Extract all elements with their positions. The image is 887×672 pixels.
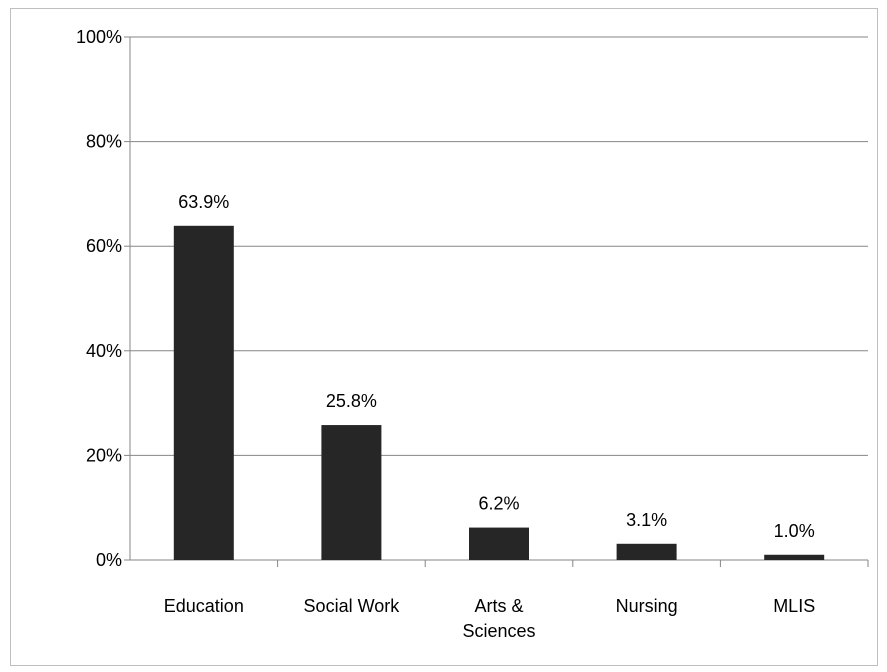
y-tick-label: 60% (86, 236, 122, 256)
y-tick-label: 20% (86, 445, 122, 465)
bar-3 (616, 543, 677, 560)
chart-frame (10, 8, 878, 666)
data-label: 1.0% (774, 521, 815, 541)
y-tick-label: 100% (76, 27, 122, 47)
category-label: Sciences (462, 621, 535, 641)
data-label: 3.1% (626, 510, 667, 530)
bar-2 (469, 527, 529, 560)
category-label: Nursing (616, 596, 678, 616)
category-label: Arts & (474, 596, 523, 616)
category-label: Education (164, 596, 244, 616)
y-tick-label: 40% (86, 341, 122, 361)
bar-4 (764, 554, 825, 560)
data-label: 6.2% (478, 494, 519, 514)
category-label: Social Work (304, 596, 401, 616)
bar-1 (321, 425, 382, 560)
bar-0 (173, 225, 234, 561)
data-label: 25.8% (326, 391, 377, 411)
y-tick-label: 0% (96, 550, 122, 570)
y-tick-label: 80% (86, 132, 122, 152)
category-label: MLIS (773, 596, 815, 616)
data-label: 63.9% (178, 192, 229, 212)
